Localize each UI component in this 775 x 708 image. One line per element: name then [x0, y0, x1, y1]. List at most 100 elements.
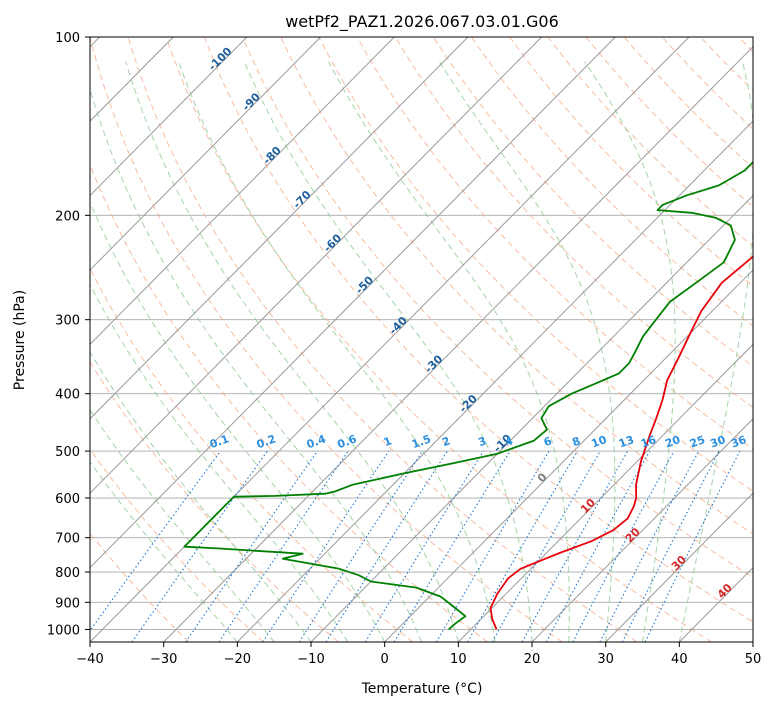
mixing-ratio-label: 36 [729, 433, 748, 451]
mixing-ratio-label: 13 [617, 433, 636, 450]
mixing-ratio-label: 3 [477, 434, 489, 449]
moist-adiabat [90, 283, 349, 642]
y-tick-label: 800 [55, 566, 80, 581]
mixing-ratio-label: 0.2 [255, 432, 278, 451]
dry-adiabat [509, 37, 753, 287]
moist-adiabat [438, 61, 616, 642]
isotherm [163, 46, 753, 642]
moist-adiabat [90, 408, 275, 642]
y-tick-label: 1000 [47, 623, 80, 638]
moist-adiabat [328, 61, 570, 642]
dry-adiabat [242, 37, 753, 579]
y-tick-label: 300 [55, 314, 80, 329]
dry-adiabat [318, 37, 753, 492]
mixing-ratio-label: 1 [382, 434, 394, 449]
isotherm [90, 37, 616, 569]
dry-adiabat [165, 37, 712, 642]
moist-adiabat [584, 61, 676, 642]
isotherm [90, 37, 469, 420]
mixing-ratio-line [545, 450, 651, 642]
x-tick-label: 0 [381, 652, 389, 667]
isotherm [90, 37, 248, 197]
mixing-ratio-line [185, 450, 318, 642]
moist-adiabat [90, 351, 312, 642]
y-tick-label: 900 [55, 596, 80, 611]
dewpoint-line [183, 160, 753, 631]
mixing-ratio-line [393, 450, 511, 642]
mixing-ratio-label: 2 [440, 434, 452, 449]
moist-adiabat [90, 461, 238, 642]
mixing-ratio-line [621, 450, 720, 642]
x-axis-label: Temperature (°C) [361, 681, 483, 697]
mixing-ratio-label: 0.4 [305, 432, 328, 451]
dry-adiabat [90, 448, 264, 642]
dry-adiabat [90, 360, 339, 642]
dry-adiabat [203, 37, 753, 623]
y-axis-label: Pressure (hPa) [12, 290, 28, 390]
x-tick-label: 30 [597, 652, 614, 667]
moist-adiabat [178, 61, 496, 642]
y-tick-label: 600 [55, 492, 80, 507]
x-tick-label: −30 [150, 652, 177, 667]
moist-adiabat [678, 61, 753, 642]
isotherm [531, 418, 753, 642]
mixing-ratio-label: 10 [590, 433, 609, 451]
mixing-ratio-label: 4 [503, 434, 515, 449]
x-tick-label: −10 [297, 652, 324, 667]
x-tick-label: 40 [671, 652, 688, 667]
dry-adiabat [90, 267, 414, 642]
mixing-ratio-line [644, 450, 741, 642]
mixing-ratio-label: 25 [688, 433, 707, 450]
y-tick-label: 700 [55, 532, 80, 547]
dry-adiabat [432, 37, 753, 368]
mixing-ratio-label: 1.5 [410, 432, 433, 451]
sounding-series [183, 160, 753, 631]
dry-adiabat [356, 37, 753, 450]
mixing-ratio-line [90, 450, 221, 632]
y-tick-label: 100 [55, 31, 80, 46]
isotherm [90, 37, 321, 271]
isotherm [384, 269, 753, 642]
y-tick-label: 200 [55, 209, 80, 224]
mixing-ratio-label: 30 [709, 433, 728, 451]
mixing-ratio-label: 16 [639, 433, 658, 451]
mixing-ratio-line [218, 450, 349, 642]
x-tick-label: 10 [450, 652, 467, 667]
mixing-ratio-line [572, 450, 675, 642]
mixing-ratio-label: 20 [663, 433, 682, 451]
plot-frame [89, 36, 754, 643]
mixing-ratio-line [491, 450, 601, 642]
mixing-ratio-label: 6 [542, 434, 554, 449]
mixing-ratio-line [298, 450, 423, 642]
x-tick-label: 20 [524, 652, 541, 667]
dry-adiabat [127, 37, 638, 642]
x-tick-label: 50 [745, 652, 762, 667]
y-tick-label: 500 [55, 445, 80, 460]
mixing-ratio-line [364, 450, 484, 642]
x-tick-label: −20 [224, 652, 251, 667]
dry-adiabat [394, 37, 753, 409]
mixing-ratio-label: 0.1 [208, 432, 231, 451]
mixing-ratio-label: 0.6 [336, 432, 359, 451]
y-tick-label: 400 [55, 388, 80, 403]
background-lines [90, 37, 753, 642]
moist-adiabat [243, 61, 533, 642]
moist-adiabat [90, 87, 422, 642]
mixing-ratio-line [521, 450, 629, 642]
axis-ticks: −40 −30 −20 −10 0 10 20 30 40 5010020030040050060… [47, 31, 761, 667]
temperature-line [489, 255, 753, 630]
isotherm [90, 37, 395, 346]
isotherm [236, 120, 753, 642]
isotherm [605, 492, 753, 642]
mixing-ratio-label: 8 [571, 434, 583, 449]
mixing-ratio-line [131, 450, 268, 642]
x-tick-label: −40 [76, 652, 103, 667]
isotherm [310, 194, 753, 642]
chart-title: wetPf2_PAZ1.2026.067.03.01.G06 [285, 12, 559, 32]
mixing-ratio-line [325, 450, 448, 642]
dry-adiabat [90, 37, 563, 642]
isotherm [457, 343, 753, 642]
moist-adiabat [90, 200, 386, 642]
